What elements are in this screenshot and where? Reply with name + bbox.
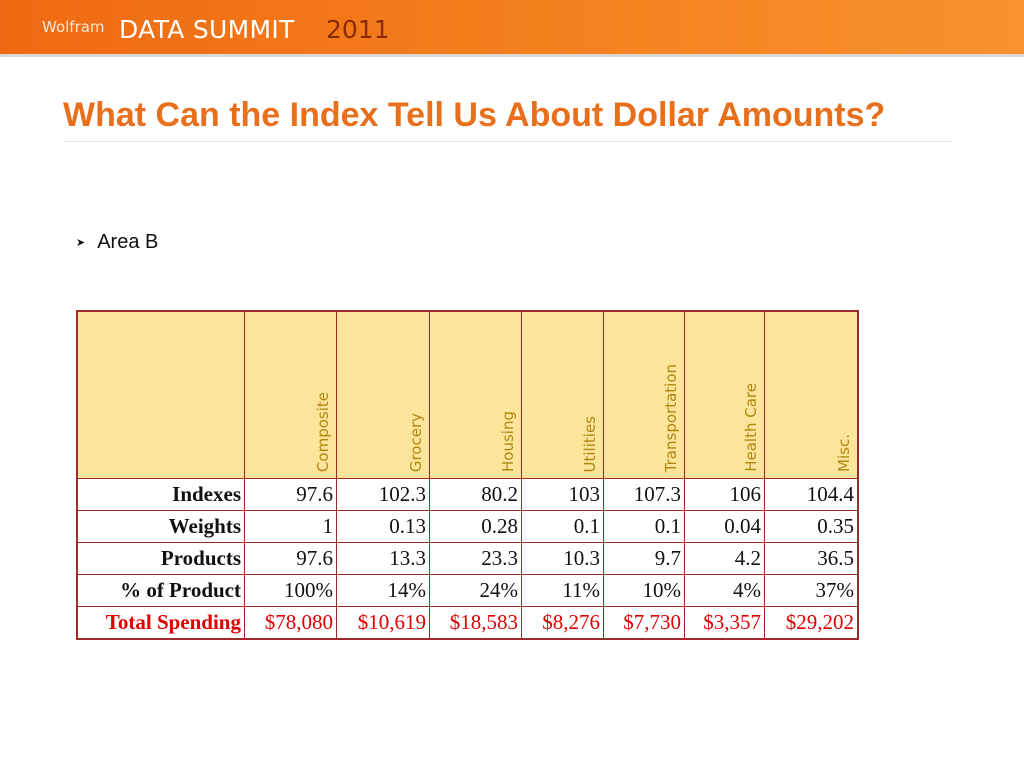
- table-cell: 10%: [603, 574, 685, 607]
- table-cell: 37%: [764, 574, 859, 607]
- column-header: Misc.: [764, 310, 859, 479]
- table-cell: 13.3: [336, 542, 430, 575]
- table-cell: 36.5: [764, 542, 859, 575]
- header-banner: Wolfram DATA SUMMIT 2011: [0, 0, 1024, 57]
- table-cell: 0.1: [521, 510, 604, 543]
- table-cell: 106: [684, 478, 765, 511]
- row-label: Weights: [76, 510, 245, 543]
- column-header: Composite: [244, 310, 337, 479]
- table-cell: 4.2: [684, 542, 765, 575]
- table-cell: $29,202: [764, 606, 859, 640]
- column-header: Housing: [429, 310, 522, 479]
- table-cell: $8,276: [521, 606, 604, 640]
- bullet-item: ➤ Area B: [76, 231, 158, 254]
- column-header-label: Grocery: [407, 412, 425, 472]
- table-cell: 24%: [429, 574, 522, 607]
- column-header: Transportation: [603, 310, 685, 479]
- table-cell: 23.3: [429, 542, 522, 575]
- table-row-total: Total Spending $78,080 $10,619 $18,583 $…: [76, 606, 859, 640]
- table-cell: 103: [521, 478, 604, 511]
- table-row: % of Product 100% 14% 24% 11% 10% 4% 37%: [76, 574, 859, 607]
- row-label: Products: [76, 542, 245, 575]
- column-header-label: Utilities: [581, 415, 599, 472]
- column-header: Health Care: [684, 310, 765, 479]
- table-cell: 11%: [521, 574, 604, 607]
- row-label: Total Spending: [76, 606, 245, 640]
- arrow-bullet-icon: ➤: [76, 237, 86, 249]
- table-cell: 97.6: [244, 478, 337, 511]
- column-header: Grocery: [336, 310, 430, 479]
- event-name: DATA SUMMIT: [119, 15, 295, 44]
- table-row: Indexes 97.6 102.3 80.2 103 107.3 106 10…: [76, 478, 859, 511]
- table-cell: 97.6: [244, 542, 337, 575]
- table-corner-cell: [76, 310, 245, 479]
- slide-title: What Can the Index Tell Us About Dollar …: [63, 96, 886, 134]
- table-cell: 107.3: [603, 478, 685, 511]
- table-row: Products 97.6 13.3 23.3 10.3 9.7 4.2 36.…: [76, 542, 859, 575]
- table-cell: $3,357: [684, 606, 765, 640]
- table-cell: 0.13: [336, 510, 430, 543]
- column-header: Utilities: [521, 310, 604, 479]
- table-row: Weights 1 0.13 0.28 0.1 0.1 0.04 0.35: [76, 510, 859, 543]
- column-header-label: Transportation: [662, 363, 680, 472]
- table-cell: 10.3: [521, 542, 604, 575]
- table-cell: 0.1: [603, 510, 685, 543]
- bullet-text: Area B: [97, 231, 159, 253]
- table-cell: 104.4: [764, 478, 859, 511]
- table-cell: 9.7: [603, 542, 685, 575]
- column-header-label: Composite: [314, 391, 332, 472]
- index-table: Composite Grocery Housing Utilities Tran…: [76, 310, 859, 640]
- table-cell: $10,619: [336, 606, 430, 640]
- table-cell: $7,730: [603, 606, 685, 640]
- data-table-container: Composite Grocery Housing Utilities Tran…: [76, 310, 859, 640]
- table-cell: 14%: [336, 574, 430, 607]
- title-divider: [63, 141, 953, 142]
- table-cell: 4%: [684, 574, 765, 607]
- table-header-row: Composite Grocery Housing Utilities Tran…: [76, 310, 859, 479]
- table-cell: 80.2: [429, 478, 522, 511]
- table-cell: 0.28: [429, 510, 522, 543]
- row-label: Indexes: [76, 478, 245, 511]
- column-header-label: Misc.: [835, 434, 853, 472]
- table-cell: 102.3: [336, 478, 430, 511]
- table-cell: 0.04: [684, 510, 765, 543]
- table-cell: $78,080: [244, 606, 337, 640]
- row-label: % of Product: [76, 574, 245, 607]
- table-cell: 100%: [244, 574, 337, 607]
- event-year: 2011: [326, 15, 390, 44]
- table-cell: 0.35: [764, 510, 859, 543]
- wolfram-wordmark: Wolfram: [42, 18, 105, 36]
- column-header-label: Health Care: [742, 383, 760, 472]
- column-header-label: Housing: [499, 411, 517, 472]
- table-cell: 1: [244, 510, 337, 543]
- table-cell: $18,583: [429, 606, 522, 640]
